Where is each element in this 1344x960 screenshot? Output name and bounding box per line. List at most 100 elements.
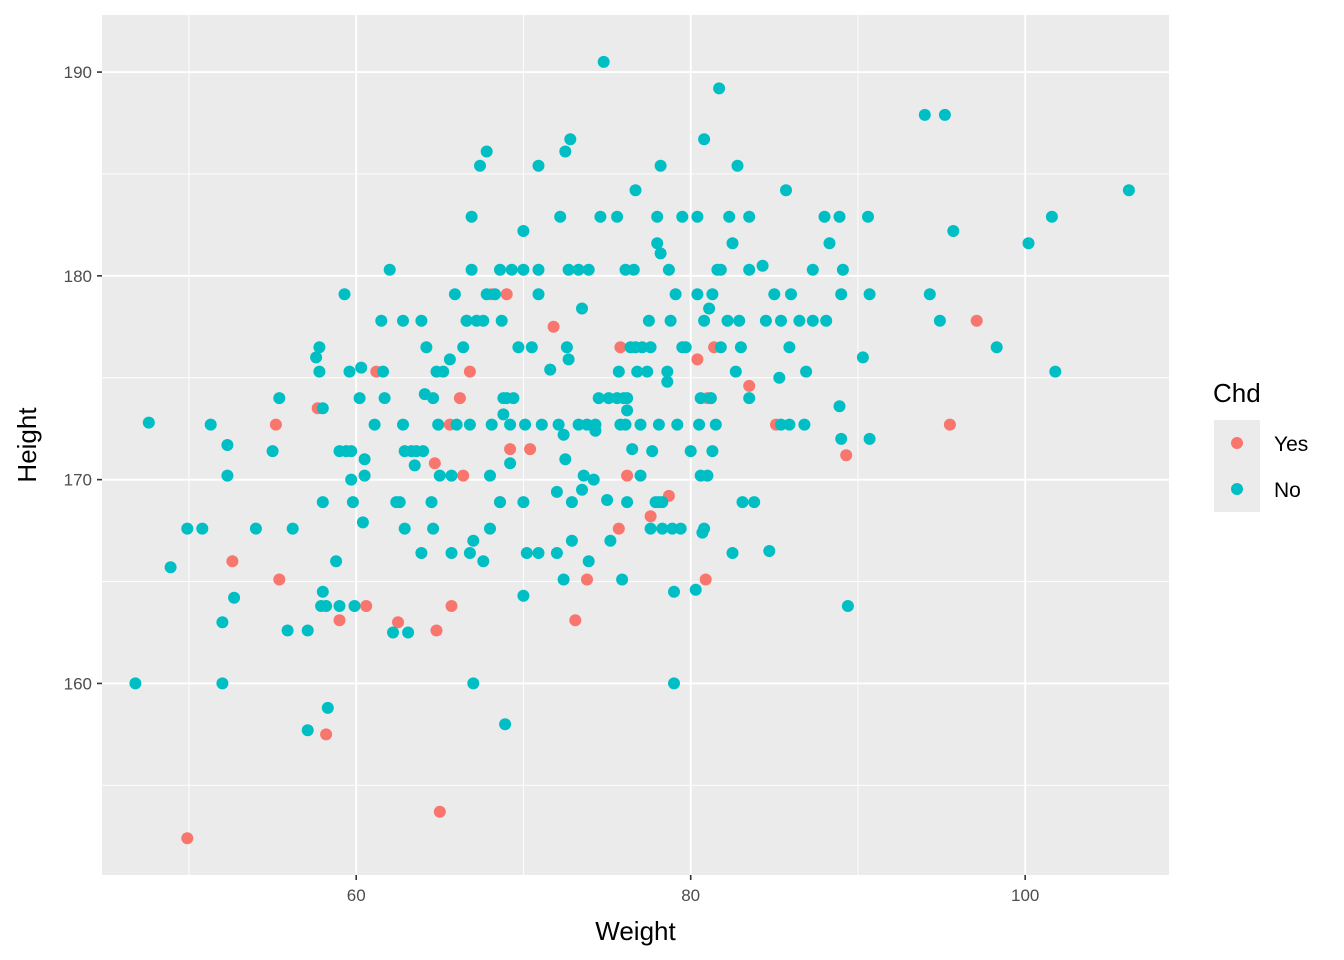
data-point-no: [1049, 365, 1062, 378]
data-point-no: [480, 145, 493, 158]
data-point-no: [706, 445, 719, 458]
data-point-no: [714, 263, 727, 276]
data-point-no: [281, 624, 294, 637]
data-point-no: [557, 573, 570, 586]
data-point-no: [684, 445, 697, 458]
data-point-no: [627, 263, 640, 276]
data-point-no: [582, 555, 595, 568]
data-point-no: [823, 237, 836, 250]
data-point-no: [333, 600, 346, 612]
data-point-yes: [273, 573, 286, 586]
data-point-no: [358, 469, 371, 482]
x-tick-label: 100: [1011, 886, 1039, 905]
data-point-no: [694, 392, 707, 405]
data-point-no: [474, 159, 486, 172]
data-point-no: [947, 225, 960, 237]
data-point-no: [706, 288, 719, 301]
data-point-no: [450, 418, 463, 431]
data-point-no: [564, 133, 577, 146]
data-point-no: [301, 624, 314, 637]
data-point-no: [841, 600, 854, 612]
data-point-no: [616, 573, 629, 586]
data-point-no: [642, 314, 655, 327]
data-point-no: [656, 522, 669, 535]
data-point-no: [356, 516, 369, 529]
x-tick-label: 60: [347, 886, 366, 905]
data-point-no: [703, 302, 716, 315]
data-point-no: [619, 263, 632, 276]
data-point-no: [497, 408, 510, 421]
data-point-no: [557, 428, 570, 441]
data-point-no: [656, 496, 669, 509]
data-point-no: [415, 314, 428, 327]
data-point-no: [785, 288, 797, 301]
data-point-no: [626, 443, 639, 456]
data-point-yes: [970, 314, 983, 327]
data-point-no: [731, 159, 744, 172]
data-point-no: [691, 210, 704, 223]
data-point-no: [505, 263, 518, 276]
data-point-no: [393, 496, 406, 509]
data-point-yes: [445, 600, 458, 612]
data-point-no: [698, 314, 711, 327]
data-point-yes: [320, 728, 333, 741]
data-point-no: [494, 263, 506, 276]
data-point-no: [343, 365, 356, 378]
data-point-no: [552, 418, 565, 431]
data-point-no: [313, 341, 326, 354]
data-point-no: [636, 341, 649, 354]
data-point-no: [726, 547, 739, 559]
data-point-no: [397, 418, 409, 431]
data-point-no: [729, 365, 742, 378]
minor-gridlines: [102, 15, 1169, 875]
data-point-no: [457, 341, 470, 354]
legend-label-no: No: [1274, 479, 1301, 502]
data-point-no: [709, 418, 722, 431]
data-point-no: [661, 375, 674, 388]
data-point-no: [485, 418, 498, 431]
data-point-no: [611, 210, 624, 223]
data-point-yes: [581, 573, 593, 586]
data-point-no: [577, 469, 590, 482]
data-point-yes: [943, 418, 956, 431]
data-point-no: [517, 589, 530, 602]
x-axis-title: Weight: [595, 916, 676, 946]
data-point-no: [427, 522, 440, 535]
data-point-no: [408, 459, 421, 472]
data-point-no: [793, 314, 806, 327]
data-point-no: [532, 288, 545, 301]
data-point-no: [612, 365, 625, 378]
data-point-no: [714, 341, 727, 354]
data-point-no: [572, 263, 585, 276]
data-point-no: [775, 418, 787, 431]
data-point-no: [923, 288, 936, 301]
data-point-no: [494, 496, 506, 509]
data-point-no: [582, 263, 595, 276]
data-point-yes: [392, 616, 404, 629]
data-point-no: [668, 677, 680, 690]
legend-title: Chd: [1213, 378, 1261, 408]
data-point-no: [621, 404, 634, 417]
data-point-no: [517, 225, 530, 237]
data-point-no: [669, 288, 682, 301]
data-point-yes: [504, 443, 517, 456]
data-point-no: [644, 341, 657, 354]
data-point-no: [465, 263, 478, 276]
data-point-no: [437, 365, 450, 378]
data-point-no: [773, 371, 786, 384]
data-point-no: [273, 392, 286, 405]
data-point-no: [820, 314, 833, 327]
data-point-no: [833, 210, 846, 223]
data-point-no: [402, 626, 415, 639]
y-axis-title: Height: [12, 407, 42, 483]
data-point-yes: [691, 353, 704, 366]
data-point-no: [629, 184, 642, 197]
data-point-no: [433, 469, 446, 482]
data-point-no: [783, 418, 796, 431]
data-point-no: [338, 288, 351, 301]
data-point-no: [330, 555, 343, 568]
data-point-no: [666, 522, 679, 535]
y-tick-label: 180: [64, 267, 92, 286]
data-point-no: [420, 341, 433, 354]
data-point-no: [489, 288, 501, 301]
